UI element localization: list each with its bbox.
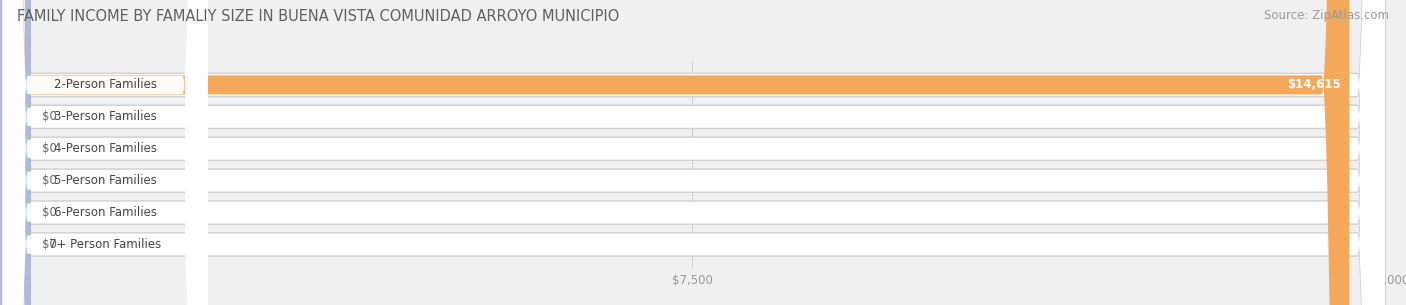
FancyBboxPatch shape (0, 0, 1350, 305)
Text: 5-Person Families: 5-Person Families (53, 174, 156, 187)
Text: 4-Person Families: 4-Person Families (53, 142, 156, 155)
Text: 7+ Person Families: 7+ Person Families (49, 238, 162, 251)
Text: $14,615: $14,615 (1288, 78, 1341, 92)
Text: 6-Person Families: 6-Person Families (53, 206, 156, 219)
FancyBboxPatch shape (3, 0, 208, 305)
Text: FAMILY INCOME BY FAMALIY SIZE IN BUENA VISTA COMUNIDAD ARROYO MUNICIPIO: FAMILY INCOME BY FAMALIY SIZE IN BUENA V… (17, 9, 619, 24)
FancyBboxPatch shape (3, 0, 208, 305)
Text: $0: $0 (42, 238, 56, 251)
Text: $0: $0 (42, 110, 56, 123)
FancyBboxPatch shape (3, 0, 208, 305)
FancyBboxPatch shape (0, 0, 31, 305)
FancyBboxPatch shape (0, 0, 31, 305)
FancyBboxPatch shape (3, 0, 208, 305)
FancyBboxPatch shape (3, 0, 208, 305)
FancyBboxPatch shape (3, 0, 208, 305)
Text: 2-Person Families: 2-Person Families (53, 78, 156, 92)
FancyBboxPatch shape (0, 0, 31, 305)
FancyBboxPatch shape (0, 0, 31, 305)
Text: $0: $0 (42, 206, 56, 219)
Text: $0: $0 (42, 142, 56, 155)
FancyBboxPatch shape (0, 0, 31, 305)
Text: Source: ZipAtlas.com: Source: ZipAtlas.com (1264, 9, 1389, 22)
Text: 3-Person Families: 3-Person Families (53, 110, 156, 123)
Text: $0: $0 (42, 174, 56, 187)
